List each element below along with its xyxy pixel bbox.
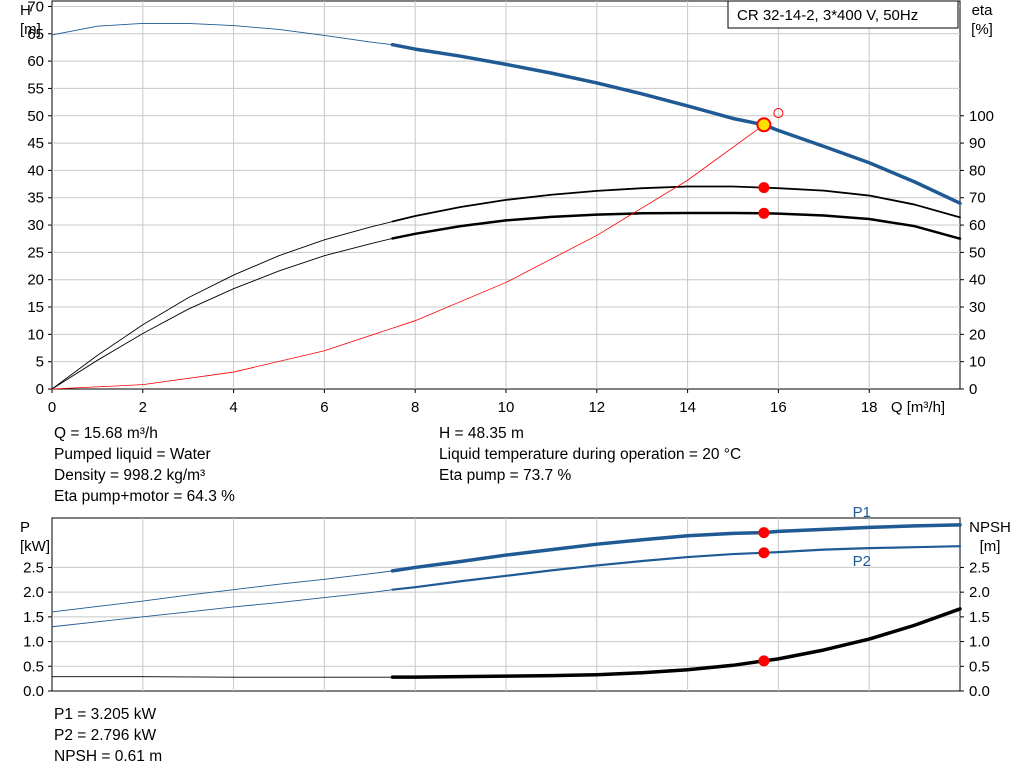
y-right-tick-label: 80 [969,162,986,179]
series-1-line [391,211,962,240]
liquid-value: Pumped liquid = Water [54,446,211,463]
y-right-tick-label: 0.0 [969,683,990,700]
y-tick-label: 25 [27,244,44,261]
y-right-tick-label: 100 [969,108,994,125]
y-axis-label-line-1: [m] [20,21,41,38]
pump-label-box [727,0,959,29]
x-tick-label: 12 [588,399,605,416]
top-info-left: Q = 15.68 m³/h Pumped liquid = Water Den… [54,423,235,507]
curve-label-p1: P1 [853,504,871,521]
y-tick-label: 40 [27,162,44,179]
y-right-axis-label-line-0: eta [972,2,994,19]
operating-point-dot [758,547,770,559]
y-tick-label: 70 [27,0,44,15]
series-0-line [390,42,962,205]
series-1-extension-line [51,238,393,390]
y-right-tick-label: 70 [969,190,986,207]
curve-label-p2: P2 [853,553,871,570]
pump-label: CR 32-14-2, 3*400 V, 50Hz [737,7,918,24]
temperature-value: Liquid temperature during operation = 20… [439,446,742,463]
p1-value: P1 = 3.205 kW [54,706,157,723]
bottom-info: P1 = 3.205 kW P2 = 2.796 kW NPSH = 0.61 … [54,704,162,767]
series-p1-line [390,523,962,573]
y-right-tick-label: 40 [969,272,986,289]
y-tick-label: 2.5 [23,559,44,576]
y-right-tick-label: 2.5 [969,559,990,576]
y-tick-label: 5 [36,354,44,371]
y-right-axis-label-line-0: NPSH [969,519,1011,536]
y-tick-label: 30 [27,217,44,234]
y-right-tick-label: 0 [969,381,977,398]
x-tick-label: 0 [48,399,56,416]
y-right-tick-label: 30 [969,299,986,316]
x-tick-label: 8 [411,399,419,416]
duty-point-ring [773,108,784,119]
flow-value: Q = 15.68 m³/h [54,425,158,442]
x-axis-label: Q [m³/h] [891,399,945,416]
operating-point-dot [758,527,770,539]
power-npsh-chart: 0.0 0.5 1.0 1.5 2.0 2.5 0.0 0.5 1.0 1.5 2.0 2.5 P [kW… [20,504,1011,700]
top-info-right: H = 48.35 m Liquid temperature during op… [439,423,741,486]
y-right-tick-label: 10 [969,354,986,371]
y-tick-label: 0.0 [23,683,44,700]
y-tick-label: 15 [27,299,44,316]
operating-point-dot [758,207,770,219]
y-tick-label: 20 [27,272,44,289]
y-right-tick-label: 1.5 [969,609,990,626]
y-right-tick-label: 1.0 [969,634,990,651]
y-right-tick-label: 20 [969,326,986,343]
y-tick-label: 1.0 [23,634,44,651]
series-npsh-line [390,607,962,679]
density-value: Density = 998.2 kg/m³ [54,467,206,484]
y-tick-label: 55 [27,80,44,97]
y-tick-label: 45 [27,135,44,152]
y-tick-label: 50 [27,108,44,125]
x-tick-label: 2 [139,399,147,416]
y-tick-label: 0.5 [23,658,44,675]
y-right-axis-label-line-1: [%] [971,21,993,38]
operating-point-dot [758,182,770,194]
x-tick-label: 6 [320,399,328,416]
y-tick-label: 1.5 [23,609,44,626]
p2-value: P2 = 2.796 kW [54,727,157,744]
npsh-value: NPSH = 0.61 m [54,748,163,765]
y-axis-label-line-1: [kW] [20,538,50,555]
y-right-tick-label: 2.0 [969,584,990,601]
series-2-extension-line [51,221,393,390]
series-p2-extension-line [51,589,393,628]
series-3-line [51,124,765,390]
y-axis-label-line-0: H [20,2,31,19]
x-tick-label: 10 [498,399,515,416]
y-tick-label: 2.0 [23,584,44,601]
y-right-tick-label: 50 [969,244,986,261]
y-right-tick-label: 90 [969,135,986,152]
y-right-axis-label-line-1: [m] [980,538,1001,555]
y-tick-label: 10 [27,326,44,343]
y-tick-label: 65 [27,26,44,43]
y-axis-label-line-0: P [20,519,30,536]
y-tick-label: 60 [27,53,44,70]
operating-point-marker [756,117,772,133]
series-0-extension-line [51,22,393,46]
y-tick-label: 0 [36,381,44,398]
y-right-tick-label: 60 [969,217,986,234]
series-p2-line [391,545,962,591]
x-tick-label: 4 [229,399,237,416]
qh-eta-chart: 0510152025303540455055606570010203040506… [20,0,994,416]
y-right-tick-label: 0.5 [969,658,990,675]
y-tick-label: 35 [27,190,44,207]
series-p1-extension-line [51,570,393,613]
operating-point-dot [758,655,770,667]
x-tick-label: 14 [679,399,696,416]
eta-pump-value: Eta pump = 73.7 % [439,467,572,484]
series-2-line [391,185,961,223]
eta-total-value: Eta pump+motor = 64.3 % [54,488,235,505]
head-value: H = 48.35 m [439,425,524,442]
x-tick-label: 16 [770,399,787,416]
x-tick-label: 18 [861,399,878,416]
